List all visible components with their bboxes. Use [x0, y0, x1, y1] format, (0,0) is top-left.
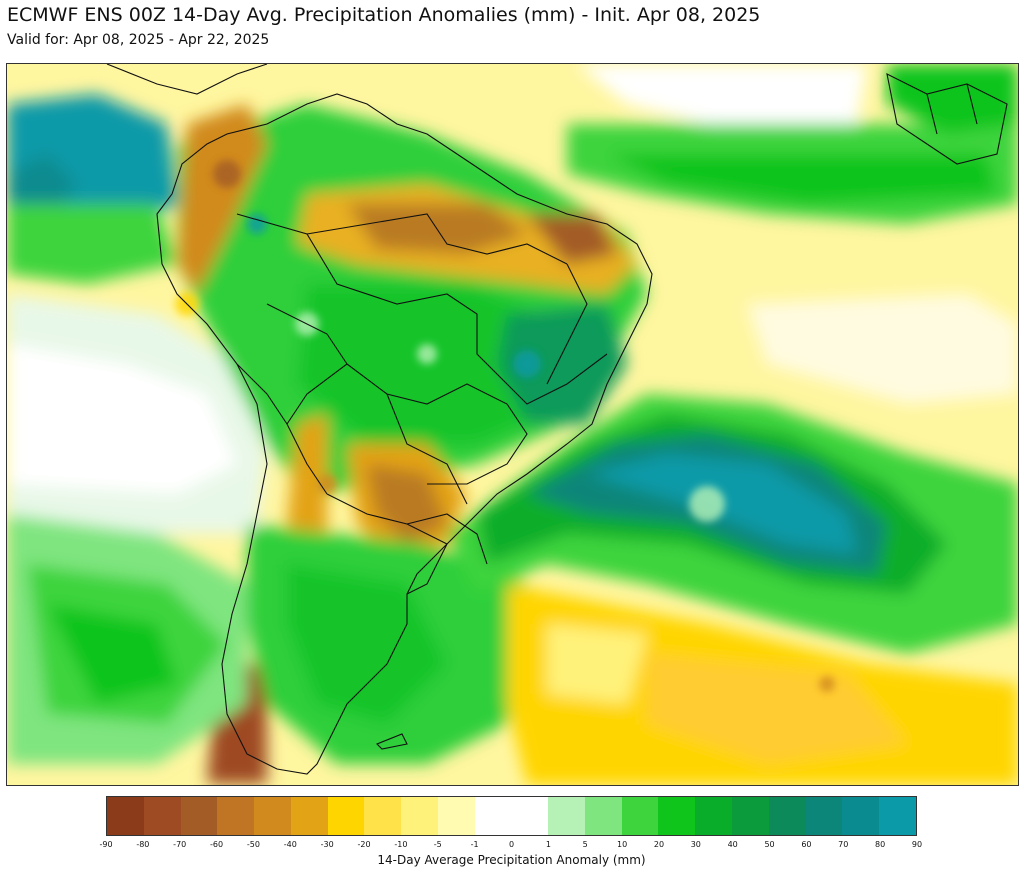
colorbar-tick-label: -5: [433, 840, 442, 849]
colorbar-tick-label: 5: [582, 840, 588, 849]
colorbar-tick-label: -40: [283, 840, 297, 849]
colorbar-swatch: [621, 797, 659, 835]
colorbar-tick-label: 40: [727, 840, 738, 849]
colorbar-label: 14-Day Average Precipitation Anomaly (mm…: [377, 853, 646, 867]
colorbar: -90 -80 -70 -60 -50 -40 -30 -20 -10 -5 -1 0 1 5 10 20 30…: [99, 796, 922, 849]
colorbar-swatch: [584, 797, 622, 835]
colorbar-swatch: [401, 797, 438, 835]
colorbar-tick-label: 60: [801, 840, 812, 849]
precipitation-anomaly-map: [6, 63, 1019, 786]
colorbar-tick-labels: -90 -80 -70 -60 -50 -40 -30 -20 -10 -5 -1 0 1 5 10 20 30…: [99, 840, 922, 852]
colorbar-tick-label: -90: [99, 840, 113, 849]
colorbar-tick-label: 1: [545, 840, 551, 849]
anomaly-speckles: [175, 160, 835, 692]
colorbar-tick-label: -1: [470, 840, 479, 849]
colorbar-swatch: [548, 797, 585, 835]
colorbar-swatch: [842, 797, 880, 835]
colorbar-swatch: [290, 797, 328, 835]
colorbar-swatch: [437, 797, 475, 835]
colorbar-tick-label: 20: [653, 840, 665, 849]
colorbar-swatch: [217, 797, 255, 835]
colorbar-tick-label: 30: [690, 840, 701, 849]
colorbar-swatch: [254, 797, 291, 835]
colorbar-tick-label: -60: [210, 840, 224, 849]
chart-subtitle: Valid for: Apr 08, 2025 - Apr 22, 2025: [7, 32, 270, 48]
colorbar-tick-label: -50: [246, 840, 260, 849]
colorbar-tick-label: -70: [173, 840, 187, 849]
colorbar-swatch: [658, 797, 696, 835]
colorbar-tick-label: 70: [838, 840, 849, 849]
colorbar-tick-label: -80: [136, 840, 150, 849]
colorbar-swatch: [180, 797, 218, 835]
colorbar-tick-label: -10: [394, 840, 408, 849]
colorbar-tick-label: 10: [616, 840, 628, 849]
colorbar-swatch: [474, 797, 512, 835]
colorbar-swatch: [805, 797, 843, 835]
colorbar-swatch: [511, 797, 549, 835]
map-canvas: [7, 64, 1018, 785]
colorbar-swatch: [879, 797, 916, 835]
colorbar-swatch: [327, 797, 365, 835]
colorbar-swatch: [732, 797, 769, 835]
colorbar-tick-label: -20: [357, 840, 371, 849]
chart-title: ECMWF ENS 00Z 14-Day Avg. Precipitation …: [7, 4, 761, 26]
colorbar-swatch: [695, 797, 733, 835]
country-borders: [106, 64, 1008, 775]
colorbar-swatch: [768, 797, 806, 835]
colorbar-tick-label: 50: [764, 840, 775, 849]
colorbar-swatch: [107, 797, 144, 835]
colorbar-tick-label: -30: [320, 840, 334, 849]
colorbar-tick-label: 0: [508, 840, 515, 849]
colorbar-swatches: [106, 796, 917, 836]
colorbar-swatch: [143, 797, 181, 835]
colorbar-swatch: [364, 797, 402, 835]
colorbar-tick-label: 90: [911, 840, 923, 849]
colorbar-tick-label: 80: [875, 840, 886, 849]
